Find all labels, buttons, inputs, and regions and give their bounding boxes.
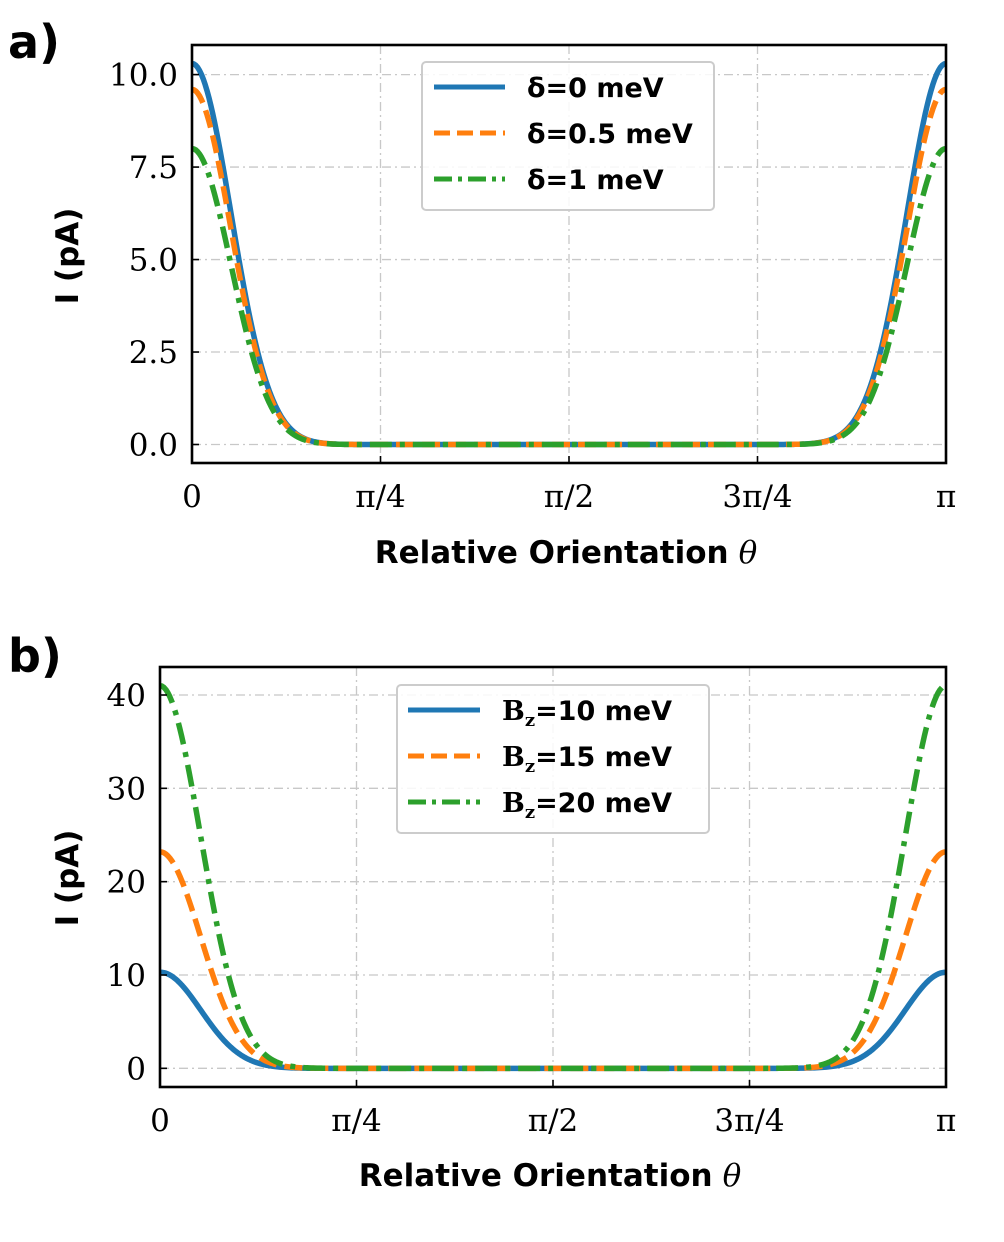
series-line-2 — [159, 682, 947, 1072]
panel-b-legend-box — [396, 684, 710, 834]
panel-a: a) 0 π/4 π/2 3π/4 π 0.0 2.5 5.0 7.5 10.0 Relative… — [8, 15, 956, 571]
y-tick-label: 7.5 — [129, 150, 178, 186]
x-tick-label: 0 — [150, 1103, 170, 1139]
panel-b-legend-label-2: Bz=20 meV — [502, 788, 672, 823]
x-tick-label: π/2 — [544, 479, 595, 515]
panel-b-series — [159, 682, 947, 1072]
y-tick-label: 2.5 — [129, 335, 178, 371]
y-tick-label: 10 — [107, 958, 146, 994]
panel-b-legend-label-0: Bz=10 meV — [502, 696, 672, 731]
panel-a-legend-label-1: δ=0.5 meV — [527, 119, 693, 150]
panel-a-label: a) — [8, 15, 60, 69]
y-tick-label: 40 — [107, 678, 146, 714]
panel-a-ylabel: I (pA) — [50, 208, 86, 305]
panel-a-legend: δ=0 meV δ=0.5 meV δ=1 meV — [421, 61, 715, 211]
panel-b: b) 0 π/4 π/2 3π/4 π 0 10 20 30 40 Relative Orient… — [8, 629, 956, 1194]
panel-b-ylabel: I (pA) — [50, 830, 86, 927]
x-tick-label: π/2 — [528, 1103, 579, 1139]
panel-a-legend-label-0: δ=0 meV — [527, 73, 664, 104]
y-tick-label: 5.0 — [129, 243, 178, 279]
panel-a-series — [191, 60, 947, 448]
x-tick-label: 3π/4 — [722, 479, 792, 515]
x-tick-label: π/4 — [331, 1103, 382, 1139]
panel-a-legend-label-2: δ=1 meV — [527, 165, 664, 196]
y-tick-label: 10.0 — [109, 58, 178, 94]
panel-b-label: b) — [8, 629, 62, 683]
panel-a-legend-box — [421, 61, 715, 211]
y-tick-label: 0.0 — [129, 428, 178, 464]
panel-b-legend-label-1: Bz=15 meV — [502, 742, 672, 777]
panel-a-xlabel: Relative Orientation θ — [375, 535, 758, 571]
panel-b-xlabel: Relative Orientation θ — [359, 1158, 742, 1194]
x-tick-label: π — [936, 479, 956, 515]
panel-b-ticks: 0 π/4 π/2 3π/4 π 0 10 20 30 40 — [107, 678, 957, 1139]
x-tick-label: 0 — [182, 479, 202, 515]
x-tick-label: π/4 — [355, 479, 406, 515]
x-tick-label: 3π/4 — [714, 1103, 784, 1139]
y-tick-label: 30 — [107, 771, 146, 807]
y-tick-label: 0 — [126, 1051, 146, 1087]
y-tick-label: 20 — [107, 865, 146, 901]
x-tick-label: π — [936, 1103, 956, 1139]
panel-b-legend: Bz=10 meV Bz=15 meV Bz=20 meV — [396, 684, 710, 834]
series-line-2 — [191, 145, 947, 448]
panel-a-ticks: 0 π/4 π/2 3π/4 π 0.0 2.5 5.0 7.5 10.0 — [109, 58, 956, 515]
